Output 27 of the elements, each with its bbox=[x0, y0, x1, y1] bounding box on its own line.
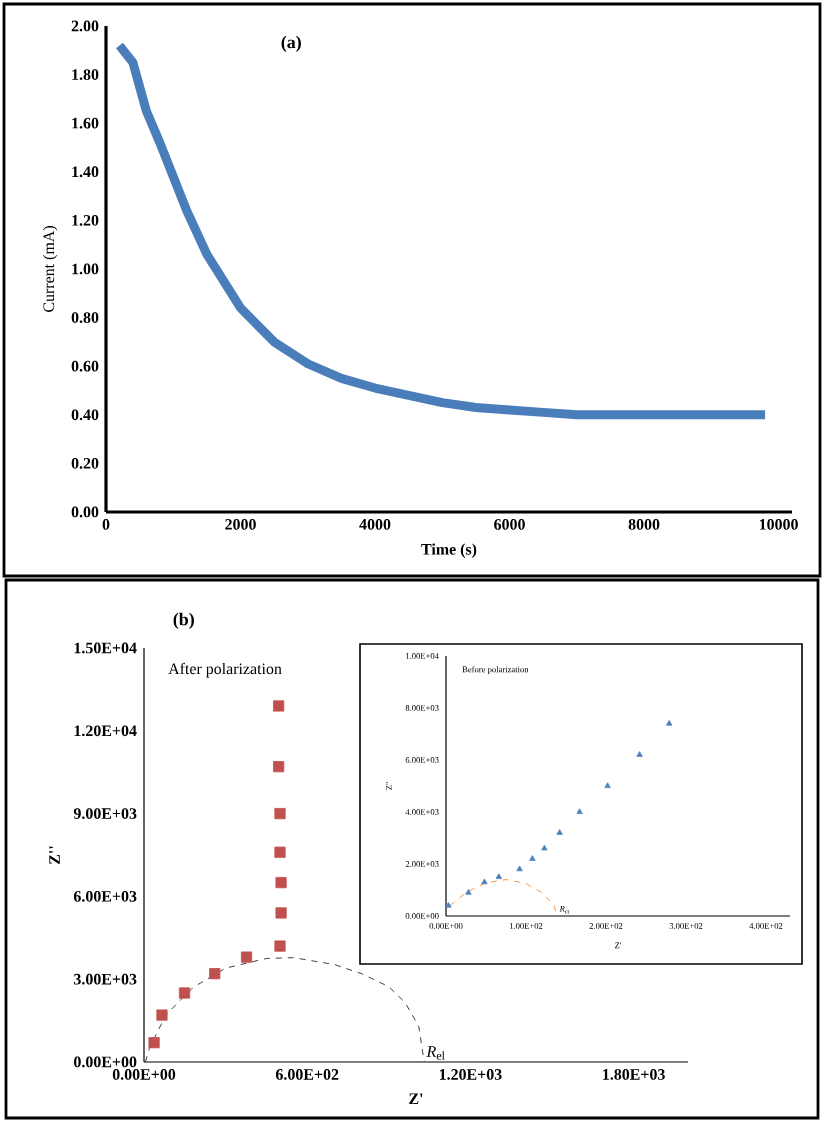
point bbox=[275, 907, 287, 919]
point bbox=[445, 902, 452, 908]
point bbox=[556, 829, 563, 835]
chart-title: (b) bbox=[173, 612, 194, 629]
line-series bbox=[144, 957, 425, 1063]
point bbox=[273, 761, 285, 773]
point bbox=[274, 846, 286, 858]
point bbox=[156, 1009, 168, 1021]
point bbox=[274, 940, 286, 952]
point bbox=[148, 1037, 160, 1049]
point bbox=[636, 751, 643, 757]
point bbox=[273, 700, 285, 712]
point bbox=[481, 878, 488, 885]
point bbox=[541, 844, 548, 851]
point bbox=[178, 987, 191, 999]
chart-title: (a) bbox=[281, 35, 301, 52]
point bbox=[495, 873, 502, 879]
point bbox=[274, 808, 286, 820]
point bbox=[465, 889, 472, 895]
point bbox=[666, 719, 673, 726]
point bbox=[240, 951, 253, 963]
point bbox=[576, 808, 583, 814]
point bbox=[516, 865, 523, 872]
point bbox=[275, 877, 287, 889]
point bbox=[529, 855, 536, 861]
point bbox=[604, 782, 611, 788]
point bbox=[209, 968, 221, 980]
